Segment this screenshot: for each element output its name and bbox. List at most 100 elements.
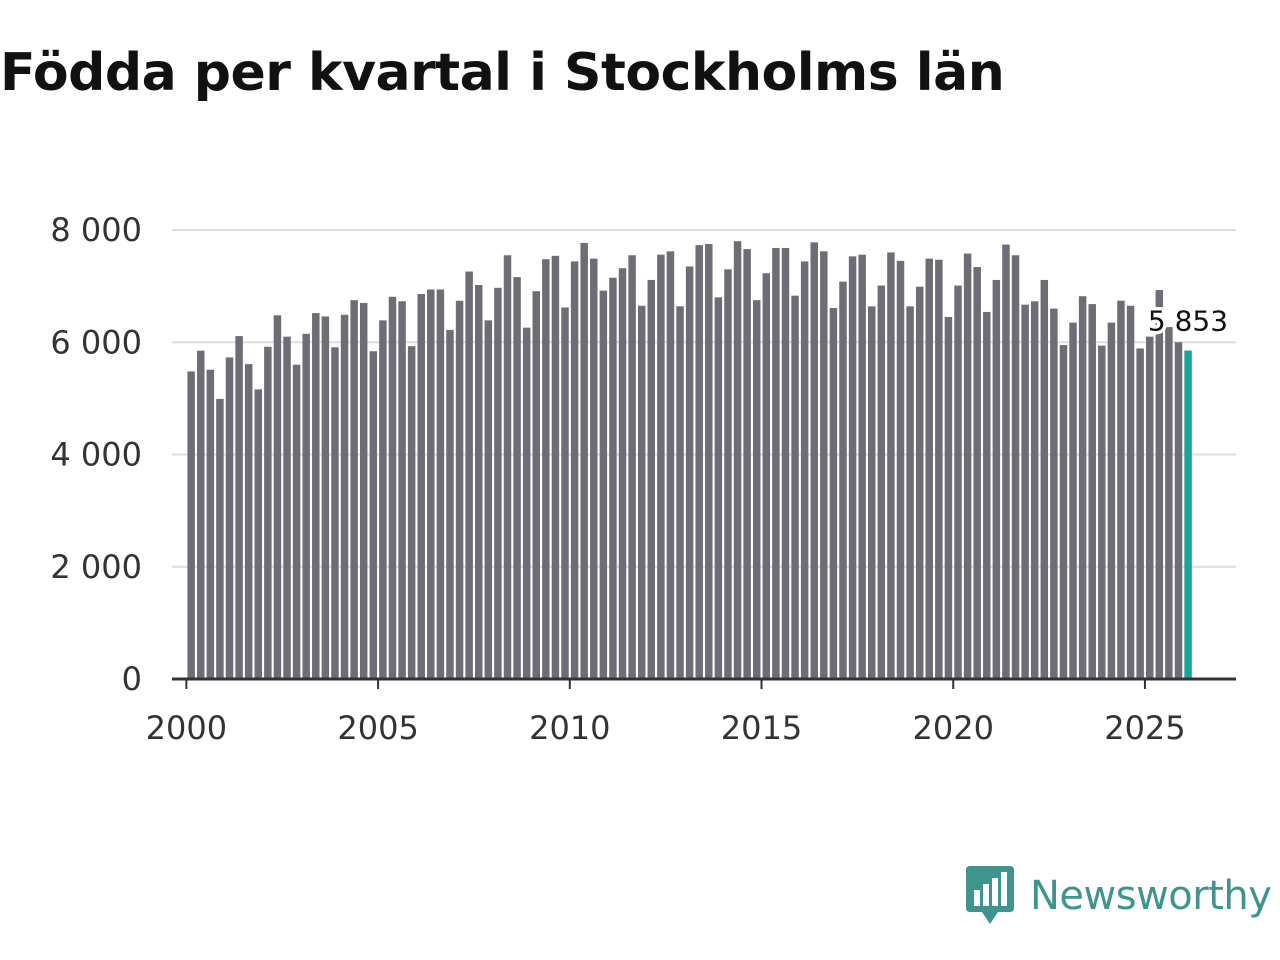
bar <box>820 251 828 679</box>
bar <box>925 258 933 679</box>
bar <box>244 364 253 679</box>
bar <box>1145 336 1154 679</box>
bar <box>197 350 205 679</box>
grid-lines <box>172 229 1236 568</box>
bar <box>465 271 473 679</box>
bar <box>292 364 301 679</box>
highlight-data-label: 5 853 <box>1148 305 1228 338</box>
brand-name: Newsworthy <box>1030 873 1272 919</box>
y-tick-label: 8 000 <box>50 211 142 249</box>
bar <box>877 285 886 679</box>
bar <box>858 254 866 679</box>
bar <box>609 277 617 679</box>
bar <box>503 255 512 679</box>
bar <box>312 313 320 679</box>
bar <box>637 305 646 679</box>
bar <box>513 277 521 679</box>
x-tick-label: 2010 <box>529 709 610 747</box>
bar <box>685 266 694 679</box>
bar <box>1069 322 1077 679</box>
bar <box>254 389 263 679</box>
bar <box>1155 290 1164 679</box>
bar <box>561 307 569 679</box>
bar <box>743 249 751 679</box>
bar <box>436 289 445 679</box>
y-tick-label: 0 <box>122 660 142 698</box>
bar <box>791 295 799 679</box>
bar <box>216 398 224 679</box>
bar <box>283 336 291 679</box>
bar <box>475 285 483 679</box>
bar <box>522 327 531 679</box>
newsworthy-icon <box>966 866 1014 924</box>
bar <box>1002 244 1010 679</box>
y-tick-label: 4 000 <box>50 436 142 474</box>
bar <box>417 293 425 679</box>
newsworthy-logo: Newsworthy <box>964 864 1272 928</box>
bar <box>1030 301 1039 679</box>
bar <box>340 314 349 679</box>
bar <box>935 259 943 679</box>
bar <box>580 242 588 679</box>
bar <box>954 285 962 679</box>
data-labels: 5 853 <box>1144 301 1231 341</box>
bar <box>896 260 905 679</box>
bar <box>647 279 656 679</box>
bar <box>915 286 924 679</box>
bar <box>772 247 780 679</box>
bar <box>676 306 684 679</box>
bar <box>1136 348 1144 679</box>
bar <box>350 300 358 679</box>
bar <box>944 316 953 679</box>
bar <box>302 333 310 679</box>
bar <box>590 258 598 679</box>
bar <box>398 301 406 679</box>
bar <box>570 261 579 679</box>
bar <box>714 297 723 679</box>
bar <box>407 346 416 679</box>
bar <box>455 300 464 679</box>
y-tick-label: 2 000 <box>50 548 142 586</box>
bar <box>369 351 378 679</box>
bar <box>359 302 368 679</box>
bar <box>906 306 914 679</box>
bar <box>494 287 502 679</box>
bar <box>762 273 771 679</box>
bar <box>235 336 243 679</box>
bar <box>666 251 675 679</box>
bar <box>551 255 560 679</box>
bar <box>1040 279 1049 679</box>
bar <box>800 261 809 679</box>
bar <box>1098 345 1106 679</box>
bar <box>983 311 991 679</box>
bar <box>848 256 857 679</box>
bar <box>781 247 790 679</box>
bar <box>599 290 608 679</box>
bar <box>657 254 665 679</box>
bar <box>1078 296 1087 679</box>
page-title: Födda per kvartal i Stockholms län <box>0 43 1005 103</box>
bar <box>532 291 540 679</box>
bars <box>187 241 1192 680</box>
bar <box>868 306 876 679</box>
bar <box>752 300 761 679</box>
bar <box>273 315 282 679</box>
bar <box>733 241 742 680</box>
bar <box>1059 345 1068 679</box>
x-tick-label: 2020 <box>913 709 994 747</box>
bar <box>1050 308 1058 679</box>
bar <box>628 255 636 679</box>
bar <box>331 347 339 679</box>
y-tick-label: 6 000 <box>50 323 142 361</box>
highlight-bar <box>1184 350 1192 679</box>
bar <box>887 252 895 679</box>
bar <box>618 268 627 679</box>
bar <box>388 296 397 679</box>
bar <box>446 329 454 679</box>
x-tick-label: 2005 <box>337 709 418 747</box>
bar <box>264 346 272 679</box>
bar <box>187 371 195 679</box>
bar <box>225 357 234 679</box>
bar <box>963 253 972 679</box>
